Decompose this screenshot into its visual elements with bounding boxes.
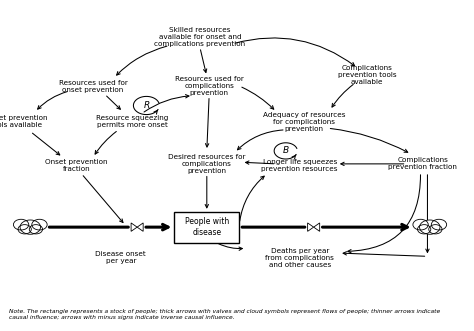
Text: Desired resources for
complications
prevention: Desired resources for complications prev… [168,154,246,174]
Text: Note. The rectangle represents a stock of people; thick arrows with valves and c: Note. The rectangle represents a stock o… [9,309,441,320]
Polygon shape [131,223,137,231]
Circle shape [431,219,447,230]
Text: R: R [143,101,149,110]
Text: People with
disease: People with disease [185,217,229,237]
Circle shape [418,225,431,234]
Circle shape [29,225,43,234]
Circle shape [18,225,31,234]
Text: Disease onset
per year: Disease onset per year [95,252,146,264]
Text: Complications
prevention fraction: Complications prevention fraction [388,157,457,170]
Circle shape [413,219,428,230]
Circle shape [13,219,29,230]
FancyBboxPatch shape [174,212,239,243]
Text: Skilled resources
available for onset and
complications prevention: Skilled resources available for onset an… [154,27,246,47]
Polygon shape [314,223,319,231]
Circle shape [429,225,442,234]
Text: Adequacy of resources
for complications
prevention: Adequacy of resources for complications … [263,112,346,132]
Text: Onset prevention
tools available: Onset prevention tools available [0,115,47,128]
Text: Longer life squeezes
prevention resources: Longer life squeezes prevention resource… [262,159,338,172]
Circle shape [20,220,40,234]
Text: B: B [283,146,289,155]
Polygon shape [137,223,143,231]
Text: Resources used for
onset prevention: Resources used for onset prevention [59,79,128,93]
Circle shape [32,219,47,230]
Text: Complications
prevention tools
available: Complications prevention tools available [338,65,396,85]
Text: Resource squeezing
permits more onset: Resource squeezing permits more onset [96,115,169,128]
Text: Onset prevention
fraction: Onset prevention fraction [46,159,108,172]
Polygon shape [308,223,314,231]
Text: Deaths per year
from complications
and other causes: Deaths per year from complications and o… [265,248,334,268]
Text: Resources used for
complications
prevention: Resources used for complications prevent… [175,76,244,96]
Circle shape [419,220,440,234]
